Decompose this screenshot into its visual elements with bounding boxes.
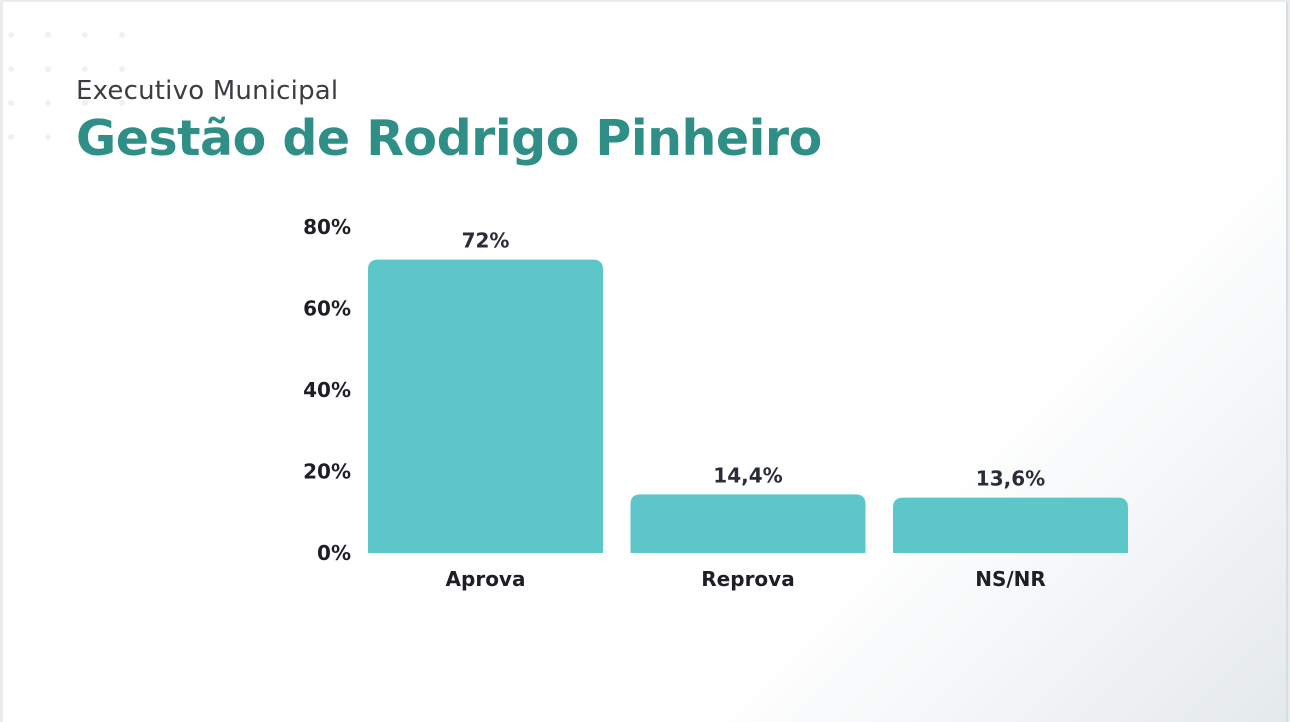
decorative-dot-grid — [3, 2, 143, 152]
x-category-label: Reprova — [701, 567, 794, 591]
decorative-dot — [82, 134, 88, 140]
decorative-dot — [119, 100, 125, 106]
decorative-dot — [8, 100, 14, 106]
decorative-dot — [82, 32, 88, 38]
bar-series — [368, 259, 1128, 553]
decorative-dot — [8, 66, 14, 72]
decorative-dot — [8, 32, 14, 38]
x-category-label: NS/NR — [975, 567, 1046, 591]
decorative-dot — [119, 32, 125, 38]
bar-value-label: 72% — [462, 229, 510, 253]
y-tick-label: 60% — [303, 297, 351, 321]
decorative-dot — [119, 66, 125, 72]
decorative-dot — [45, 32, 51, 38]
slide: Executivo Municipal Gestão de Rodrigo Pi… — [3, 2, 1288, 722]
y-tick-label: 40% — [303, 378, 351, 402]
bar-ns-nr — [893, 497, 1128, 553]
y-axis: 0% 20% 40% 60% 80% — [303, 215, 351, 565]
page-title: Gestão de Rodrigo Pinheiro — [76, 110, 822, 167]
bar-value-label: 14,4% — [713, 463, 782, 487]
bar-value-label: 13,6% — [976, 467, 1045, 491]
bar-reprova — [630, 494, 866, 553]
x-axis: Aprova Reprova NS/NR — [446, 567, 1046, 591]
x-category-label: Aprova — [446, 567, 526, 591]
value-labels: 72% 14,4% 13,6% — [462, 229, 1046, 491]
decorative-dot — [45, 100, 51, 106]
decorative-dot — [82, 66, 88, 72]
decorative-dot — [45, 134, 51, 140]
decorative-dot — [119, 134, 125, 140]
page-subtitle: Executivo Municipal — [76, 76, 339, 106]
decorative-dot — [45, 66, 51, 72]
decorative-dot — [82, 100, 88, 106]
y-tick-label: 0% — [317, 541, 351, 565]
y-tick-label: 80% — [303, 215, 351, 239]
y-tick-label: 20% — [303, 460, 351, 484]
bar-aprova — [368, 259, 603, 553]
decorative-dot — [8, 134, 14, 140]
